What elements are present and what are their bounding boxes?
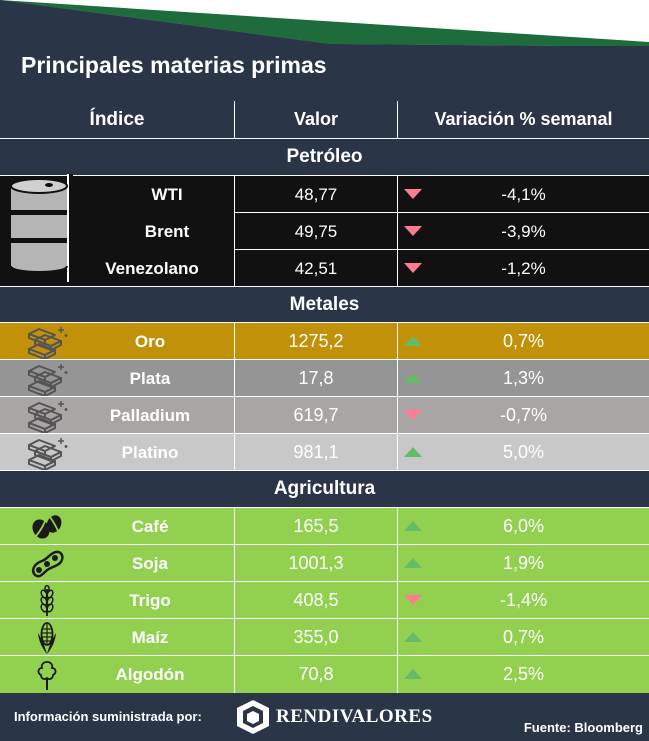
commodity-name: Soja <box>132 553 168 573</box>
commodity-name: Café <box>131 516 169 536</box>
column-header-value: Valor <box>293 109 339 129</box>
commodity-value: 619,7 <box>293 405 339 425</box>
commodity-change: 0,7% <box>502 627 545 647</box>
header-background <box>0 0 649 101</box>
commodity-change: -0,7% <box>499 405 548 425</box>
commodity-value: 17,8 <box>298 368 334 388</box>
table-row: Plata 17,8 1,3% <box>0 360 649 397</box>
metal-bars-icon <box>22 360 72 397</box>
table-row: Soja 1001,3 1,9% <box>0 545 649 582</box>
commodity-name: Trigo <box>129 590 171 610</box>
table-header: Índice Valor Variación % semanal <box>0 101 649 138</box>
up-arrow-icon <box>404 521 422 531</box>
table-row: Café 165,5 6,0% <box>0 508 649 545</box>
down-arrow-icon <box>404 263 422 273</box>
soybean-icon <box>22 545 72 582</box>
commodity-value: 49,75 <box>294 221 338 241</box>
commodity-name: Algodón <box>115 664 185 684</box>
commodity-value: 1275,2 <box>288 331 344 351</box>
wheat-icon <box>22 582 72 619</box>
table-row: Palladium 619,7 -0,7% <box>0 397 649 434</box>
metal-bars-icon <box>22 397 72 434</box>
commodity-value: 48,77 <box>294 184 338 204</box>
section-header-metales: Metales <box>0 287 649 322</box>
table-row: Maíz 355,0 0,7% <box>0 619 649 656</box>
commodity-value: 981,1 <box>293 442 339 462</box>
table-row: Venezolano 42,51 -1,2% <box>0 250 649 287</box>
commodity-value: 165,5 <box>293 516 339 536</box>
down-arrow-icon <box>404 189 422 199</box>
down-arrow-icon <box>404 410 422 420</box>
commodity-change: -1,2% <box>501 258 546 278</box>
commodity-name: Palladium <box>109 405 191 425</box>
column-header-index: Índice <box>89 108 145 130</box>
footer: Información suministrada por: RENDIVALOR… <box>0 693 649 741</box>
table-row: WTI 48,77 -4,1% <box>0 176 649 213</box>
column-header-change: Variación % semanal <box>434 109 613 129</box>
corn-icon <box>22 619 72 656</box>
page-title: Principales materias primas <box>21 52 327 78</box>
commodity-value: 1001,3 <box>288 553 344 573</box>
up-arrow-icon <box>404 669 422 679</box>
metal-bars-icon <box>22 323 72 360</box>
up-arrow-icon <box>404 558 422 568</box>
commodity-change: 5,0% <box>502 442 545 462</box>
commodity-change: 1,9% <box>502 553 545 573</box>
commodity-name: Platino <box>121 442 179 462</box>
oil-barrel-icon <box>7 174 73 282</box>
commodity-change: 1,3% <box>502 368 545 388</box>
rendivalores-logo-icon <box>236 699 270 735</box>
table-row: Oro 1275,2 0,7% <box>0 323 649 360</box>
up-arrow-icon <box>404 336 422 346</box>
up-arrow-icon <box>404 447 422 457</box>
commodity-value: 70,8 <box>298 664 334 684</box>
commodity-change: 0,7% <box>502 331 545 351</box>
commodity-name: WTI <box>151 184 183 204</box>
commodity-value: 355,0 <box>293 627 339 647</box>
table-row: Brent 49,75 -3,9% <box>0 213 649 250</box>
footer-info-label: Información suministrada por: <box>14 709 202 724</box>
source-label: Fuente: Bloomberg <box>523 720 643 735</box>
section-header-agricultura: Agricultura <box>0 471 649 507</box>
header: Principales materias primas <box>0 0 649 101</box>
down-arrow-icon <box>404 595 422 605</box>
metal-bars-icon <box>22 434 72 471</box>
table-row: Platino 981,1 5,0% <box>0 434 649 471</box>
down-arrow-icon <box>404 226 422 236</box>
table-row: Algodón 70,8 2,5% <box>0 656 649 693</box>
up-arrow-icon <box>404 373 422 383</box>
cotton-icon <box>22 656 72 693</box>
commodity-name: Venezolano <box>105 258 199 278</box>
commodity-change: -3,9% <box>501 221 546 241</box>
commodity-value: 408,5 <box>293 590 339 610</box>
section-header-petroleo: Petróleo <box>0 139 649 175</box>
commodity-name: Plata <box>129 368 171 388</box>
commodity-name: Oro <box>134 331 166 351</box>
commodity-name: Brent <box>144 221 190 241</box>
table-row: Trigo 408,5 -1,4% <box>0 582 649 619</box>
commodity-change: -4,1% <box>501 184 546 204</box>
commodity-value: 42,51 <box>294 258 338 278</box>
commodity-change: 6,0% <box>502 516 545 536</box>
up-arrow-icon <box>404 632 422 642</box>
commodity-change: 2,5% <box>502 664 545 684</box>
coffee-beans-icon <box>22 508 72 545</box>
commodity-change: -1,4% <box>499 590 548 610</box>
commodity-name: Maíz <box>131 627 169 647</box>
brand-name: RENDIVALORES <box>276 706 433 727</box>
